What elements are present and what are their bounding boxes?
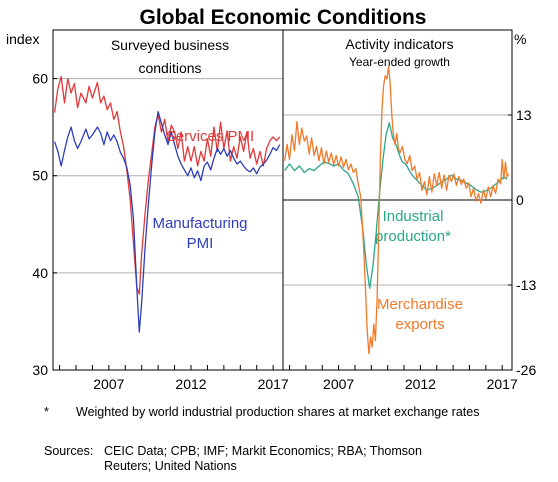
series-label: production* xyxy=(375,228,451,245)
y-tick-label: 60 xyxy=(32,71,48,87)
x-tick-label: 2007 xyxy=(93,376,124,392)
series-label: exports xyxy=(395,316,444,333)
series-label: Industrial xyxy=(383,208,444,225)
panel-title: Activity indicators xyxy=(345,36,453,52)
series-label: PMI xyxy=(187,235,214,252)
x-tick-label: 2012 xyxy=(175,376,206,392)
series-line-services-pmi xyxy=(53,75,281,295)
x-tick-label: 2012 xyxy=(405,376,436,392)
sources-text: CEIC Data; CPB; IMF; Markit Economics; R… xyxy=(104,444,422,473)
y-tick-label: 30 xyxy=(32,362,48,378)
chart-figure: Global Economic Conditions index % 30 40 5… xyxy=(6,6,536,392)
y-tick-label: -26 xyxy=(516,362,536,378)
left-unit-label: index xyxy=(6,31,39,47)
series-label: Services PMI xyxy=(166,128,254,145)
panel-title: Surveyed business xyxy=(111,37,229,53)
series-line-merchandise-exports xyxy=(283,65,510,355)
series-label: Manufacturing xyxy=(152,215,247,232)
x-tick-label: 2017 xyxy=(258,376,289,392)
series-line-industrial-production xyxy=(284,122,508,289)
right-unit-label: % xyxy=(514,31,526,47)
chart-title: Global Economic Conditions xyxy=(139,6,426,29)
footnote-mark: * xyxy=(44,405,49,419)
y-tick-label: 50 xyxy=(32,168,48,184)
y-tick-label: 13 xyxy=(516,107,532,123)
series-label: Merchandise xyxy=(377,296,463,313)
panel-title: conditions xyxy=(138,60,201,76)
x-tick-label: 2017 xyxy=(487,376,518,392)
sources-label: Sources: xyxy=(44,444,94,458)
series-line-manufacturing-pmi xyxy=(53,110,281,333)
y-tick-label: -13 xyxy=(516,277,536,293)
footnote-text: Weighted by world industrial production … xyxy=(76,405,480,419)
y-tick-label: 0 xyxy=(516,192,524,208)
x-tick-label: 2007 xyxy=(323,376,354,392)
panel-title: Year-ended growth xyxy=(349,55,450,69)
y-tick-label: 40 xyxy=(32,265,48,281)
